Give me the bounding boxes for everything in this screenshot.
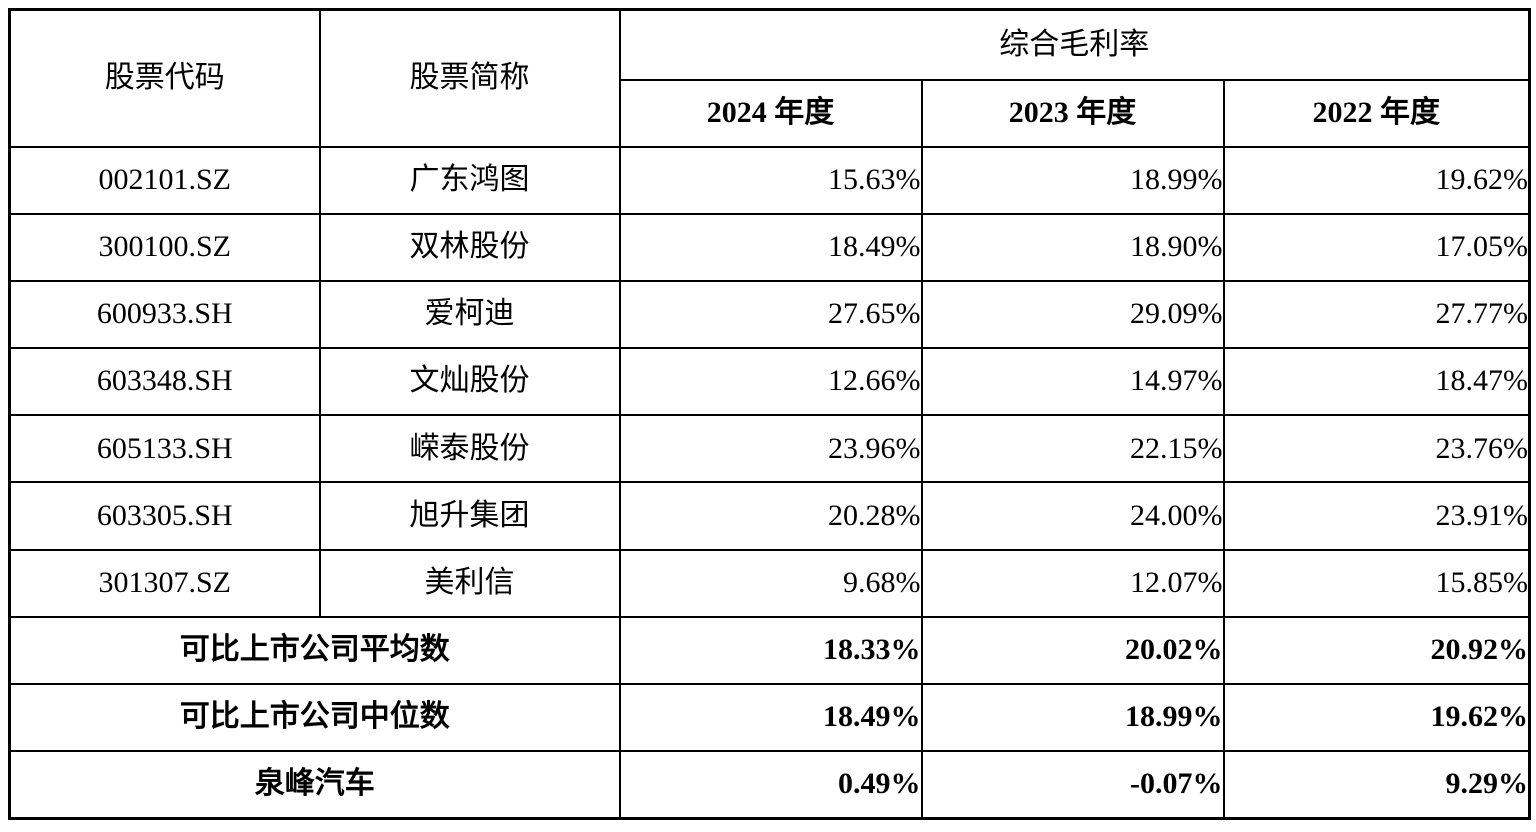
value-2024-cell: 15.63% [618, 145, 923, 215]
table-row-average: 可比上市公司平均数 18.33% 20.02% 20.92% [8, 615, 1531, 686]
table-row-company: 300100.SZ 双林股份 18.49% 18.90% 17.05% [8, 212, 1531, 282]
value-2024-cell: 20.28% [618, 481, 923, 551]
value-2024-cell: 18.49% [618, 212, 923, 282]
stock-name-cell: 广东鸿图 [318, 145, 621, 215]
value-2022-cell: 18.47% [1222, 347, 1531, 417]
value-2024-cell: 23.96% [618, 414, 923, 484]
value-2023-cell: 12.07% [920, 548, 1225, 618]
header-year-2023: 2023 年度 [920, 78, 1225, 148]
stock-code-cell: 600933.SH [8, 279, 321, 350]
value-2024-cell: 9.68% [618, 548, 923, 618]
value-2023-cell: 22.15% [920, 414, 1225, 484]
header-year-2024: 2024 年度 [618, 78, 923, 148]
value-2023-cell: 20.02% [920, 615, 1225, 686]
value-2022-cell: 15.85% [1222, 548, 1531, 618]
table-row-median: 可比上市公司中位数 18.49% 18.99% 19.62% [8, 682, 1531, 753]
value-2023-cell: -0.07% [920, 750, 1225, 820]
header-year-2022: 2022 年度 [1222, 78, 1531, 148]
stock-code-cell: 603348.SH [8, 347, 321, 417]
summary-label-issuer: 泉峰汽车 [8, 750, 621, 820]
header-stock-name: 股票简称 [318, 8, 621, 148]
table-row-company: 301307.SZ 美利信 9.68% 12.07% 15.85% [8, 548, 1531, 618]
stock-code-cell: 301307.SZ [8, 548, 321, 618]
value-2024-cell: 12.66% [618, 347, 923, 417]
header-row-years: 2024 年度 2023 年度 2022 年度 [10, 78, 1531, 148]
value-2023-cell: 18.99% [920, 145, 1225, 215]
value-2023-cell: 24.00% [920, 481, 1225, 551]
stock-name-cell: 爱柯迪 [318, 279, 621, 350]
value-2022-cell: 23.76% [1222, 414, 1531, 484]
value-2022-cell: 19.62% [1222, 682, 1531, 753]
value-2023-cell: 18.90% [920, 212, 1225, 282]
summary-label-median: 可比上市公司中位数 [8, 682, 621, 753]
value-2023-cell: 18.99% [920, 682, 1225, 753]
stock-code-cell: 002101.SZ [8, 145, 321, 215]
table-row-company: 603305.SH 旭升集团 20.28% 24.00% 23.91% [8, 481, 1531, 551]
value-2022-cell: 20.92% [1222, 615, 1531, 686]
document-page: 股票代码 股票简称 综合毛利率 2024 年度 2023 年度 2022 年度 … [0, 8, 1536, 832]
value-2024-cell: 0.49% [618, 750, 923, 820]
table-row-company: 605133.SH 嵘泰股份 23.96% 22.15% 23.76% [8, 414, 1531, 484]
stock-code-cell: 300100.SZ [8, 212, 321, 282]
header-stock-code: 股票代码 [8, 8, 321, 148]
header-row-group: 股票代码 股票简称 综合毛利率 [8, 8, 1531, 148]
value-2022-cell: 9.29% [1222, 750, 1531, 820]
gross-margin-comparison-table: 股票代码 股票简称 综合毛利率 2024 年度 2023 年度 2022 年度 … [8, 8, 1532, 820]
stock-code-cell: 603305.SH [8, 481, 321, 551]
value-2022-cell: 23.91% [1222, 481, 1531, 551]
stock-name-cell: 嵘泰股份 [318, 414, 621, 484]
stock-code-cell: 605133.SH [8, 414, 321, 484]
value-2023-cell: 14.97% [920, 347, 1225, 417]
value-2022-cell: 27.77% [1222, 279, 1531, 350]
value-2024-cell: 27.65% [618, 279, 923, 350]
stock-name-cell: 双林股份 [318, 212, 621, 282]
header-gross-margin-group: 综合毛利率 [618, 8, 1531, 81]
stock-name-cell: 旭升集团 [318, 481, 621, 551]
value-2022-cell: 17.05% [1222, 212, 1531, 282]
stock-name-cell: 文灿股份 [318, 347, 621, 417]
table-row-issuer: 泉峰汽车 0.49% -0.07% 9.29% [8, 750, 1531, 820]
table-row-company: 600933.SH 爱柯迪 27.65% 29.09% 27.77% [8, 279, 1531, 350]
value-2024-cell: 18.49% [618, 682, 923, 753]
table-row-company: 603348.SH 文灿股份 12.66% 14.97% 18.47% [8, 347, 1531, 417]
value-2023-cell: 29.09% [920, 279, 1225, 350]
stock-name-cell: 美利信 [318, 548, 621, 618]
table-row-company: 002101.SZ 广东鸿图 15.63% 18.99% 19.62% [8, 145, 1531, 215]
value-2022-cell: 19.62% [1222, 145, 1531, 215]
value-2024-cell: 18.33% [618, 615, 923, 686]
summary-label-average: 可比上市公司平均数 [8, 615, 621, 686]
